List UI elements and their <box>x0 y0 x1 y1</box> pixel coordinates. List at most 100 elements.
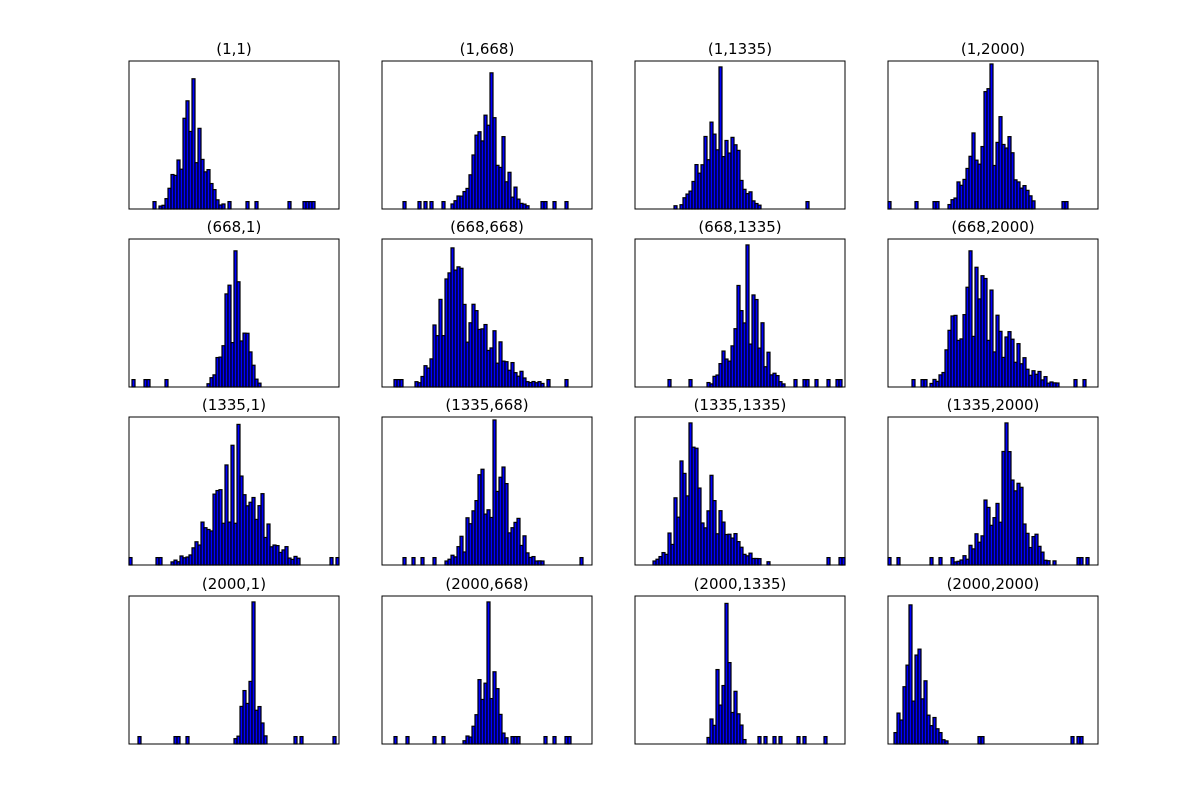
histogram-bar <box>930 558 933 565</box>
histogram-bar <box>255 202 258 209</box>
histogram-bar <box>132 380 135 387</box>
histogram-bar <box>544 202 547 209</box>
histogram-bar <box>897 558 900 565</box>
panel-title: (1,1) <box>216 40 252 58</box>
histogram-bar <box>827 380 830 387</box>
panel-title: (1,668) <box>460 40 515 58</box>
panel-title: (2000,668) <box>445 575 528 593</box>
histogram-bar <box>165 380 168 387</box>
histogram-bar <box>424 202 427 209</box>
histogram-bar <box>544 737 547 744</box>
histogram-bar <box>743 740 746 744</box>
histogram-bar <box>333 737 336 744</box>
histogram-bar <box>400 380 403 387</box>
histogram-bar <box>803 737 806 744</box>
histogram-bar <box>794 380 797 387</box>
histogram-bar <box>824 737 827 744</box>
histogram-bar <box>403 202 406 209</box>
histogram-bar <box>418 202 421 209</box>
histogram-bar <box>815 380 818 387</box>
histogram-bar <box>312 202 315 209</box>
panel-title: (1335,668) <box>445 396 528 414</box>
histogram-bar <box>159 558 162 565</box>
histogram-bar <box>258 383 261 387</box>
histogram-bar <box>288 202 291 209</box>
histogram-bar <box>839 380 842 387</box>
histogram-bar <box>936 202 939 209</box>
histogram-bar <box>1074 380 1077 387</box>
histogram-bar <box>541 561 544 565</box>
histogram-bar <box>915 202 918 209</box>
histogram-bar <box>797 737 800 744</box>
histogram-bar <box>421 558 424 565</box>
histogram-bar <box>1086 558 1089 565</box>
histogram-bar <box>297 558 300 565</box>
histogram-bar <box>668 380 671 387</box>
histogram-bar <box>553 737 556 744</box>
histogram-bar <box>1056 383 1059 387</box>
panel-title: (668,1) <box>207 218 262 236</box>
histogram-bar <box>294 737 297 744</box>
histogram-bar <box>442 202 445 209</box>
panel-title: (1335,1335) <box>694 396 787 414</box>
histogram-bar <box>222 204 225 209</box>
histogram-bar <box>246 202 249 209</box>
histogram-bar <box>186 737 189 744</box>
histogram-bar <box>442 737 445 744</box>
histogram-bar <box>517 737 520 744</box>
histogram-bar <box>1080 558 1083 565</box>
histogram-bar <box>1080 737 1083 744</box>
histogram-bar <box>779 737 782 744</box>
histogram-bar <box>433 558 436 565</box>
histogram-bar <box>981 737 984 744</box>
histogram-bar <box>394 737 397 744</box>
histogram-bar <box>553 202 556 209</box>
histogram-bar <box>177 737 180 744</box>
histogram-bar <box>806 380 809 387</box>
panel-title: (668,1335) <box>698 218 781 236</box>
histogram-bar <box>565 202 568 209</box>
panel-title: (1335,2000) <box>947 396 1040 414</box>
histogram-bar <box>758 559 761 565</box>
histogram-bar <box>300 737 303 744</box>
histogram-bar <box>264 736 267 744</box>
histogram-bar <box>430 202 433 209</box>
histogram-bar <box>1047 561 1050 565</box>
histogram-bar <box>153 202 156 209</box>
histogram-bar <box>764 737 767 744</box>
histogram-grid-figure: (1,1) (1,668) (1,1335) (1,2000)(668,1) (668,… <box>0 0 1196 806</box>
panel-title: (2000,1) <box>202 575 266 593</box>
histogram-bar <box>912 380 915 387</box>
histogram-bar <box>1053 561 1056 565</box>
histogram-bar <box>806 202 809 209</box>
histogram-bar <box>433 737 436 744</box>
histogram-bar <box>330 558 333 565</box>
histogram-bar <box>228 202 231 209</box>
histogram-bar <box>939 558 942 565</box>
histogram-bar <box>568 737 571 744</box>
histogram-bar <box>547 380 550 387</box>
panel-title: (1,2000) <box>961 40 1025 58</box>
panel-title: (2000,1335) <box>694 575 787 593</box>
histogram-bar <box>1065 202 1068 209</box>
histogram-bar <box>924 380 927 387</box>
histogram-bar <box>406 737 409 744</box>
panel-title: (668,2000) <box>951 218 1034 236</box>
histogram-bar <box>758 737 761 744</box>
panel-title: (1335,1) <box>202 396 266 414</box>
histogram-bar <box>147 380 150 387</box>
histogram-bar <box>1032 201 1035 209</box>
histogram-bar <box>1071 737 1074 744</box>
histogram-bar <box>689 380 692 387</box>
histogram-bar <box>827 558 830 565</box>
histogram-bar <box>565 380 568 387</box>
histogram-bar <box>505 738 508 744</box>
panel-title: (2000,2000) <box>947 575 1040 593</box>
histogram-bar <box>541 383 544 387</box>
histogram-bar <box>138 737 141 744</box>
histogram-bar <box>403 558 406 565</box>
histogram-bar <box>580 558 583 565</box>
histogram-bar <box>758 205 761 209</box>
histogram-bar <box>1083 380 1086 387</box>
histogram-bar <box>773 737 776 744</box>
